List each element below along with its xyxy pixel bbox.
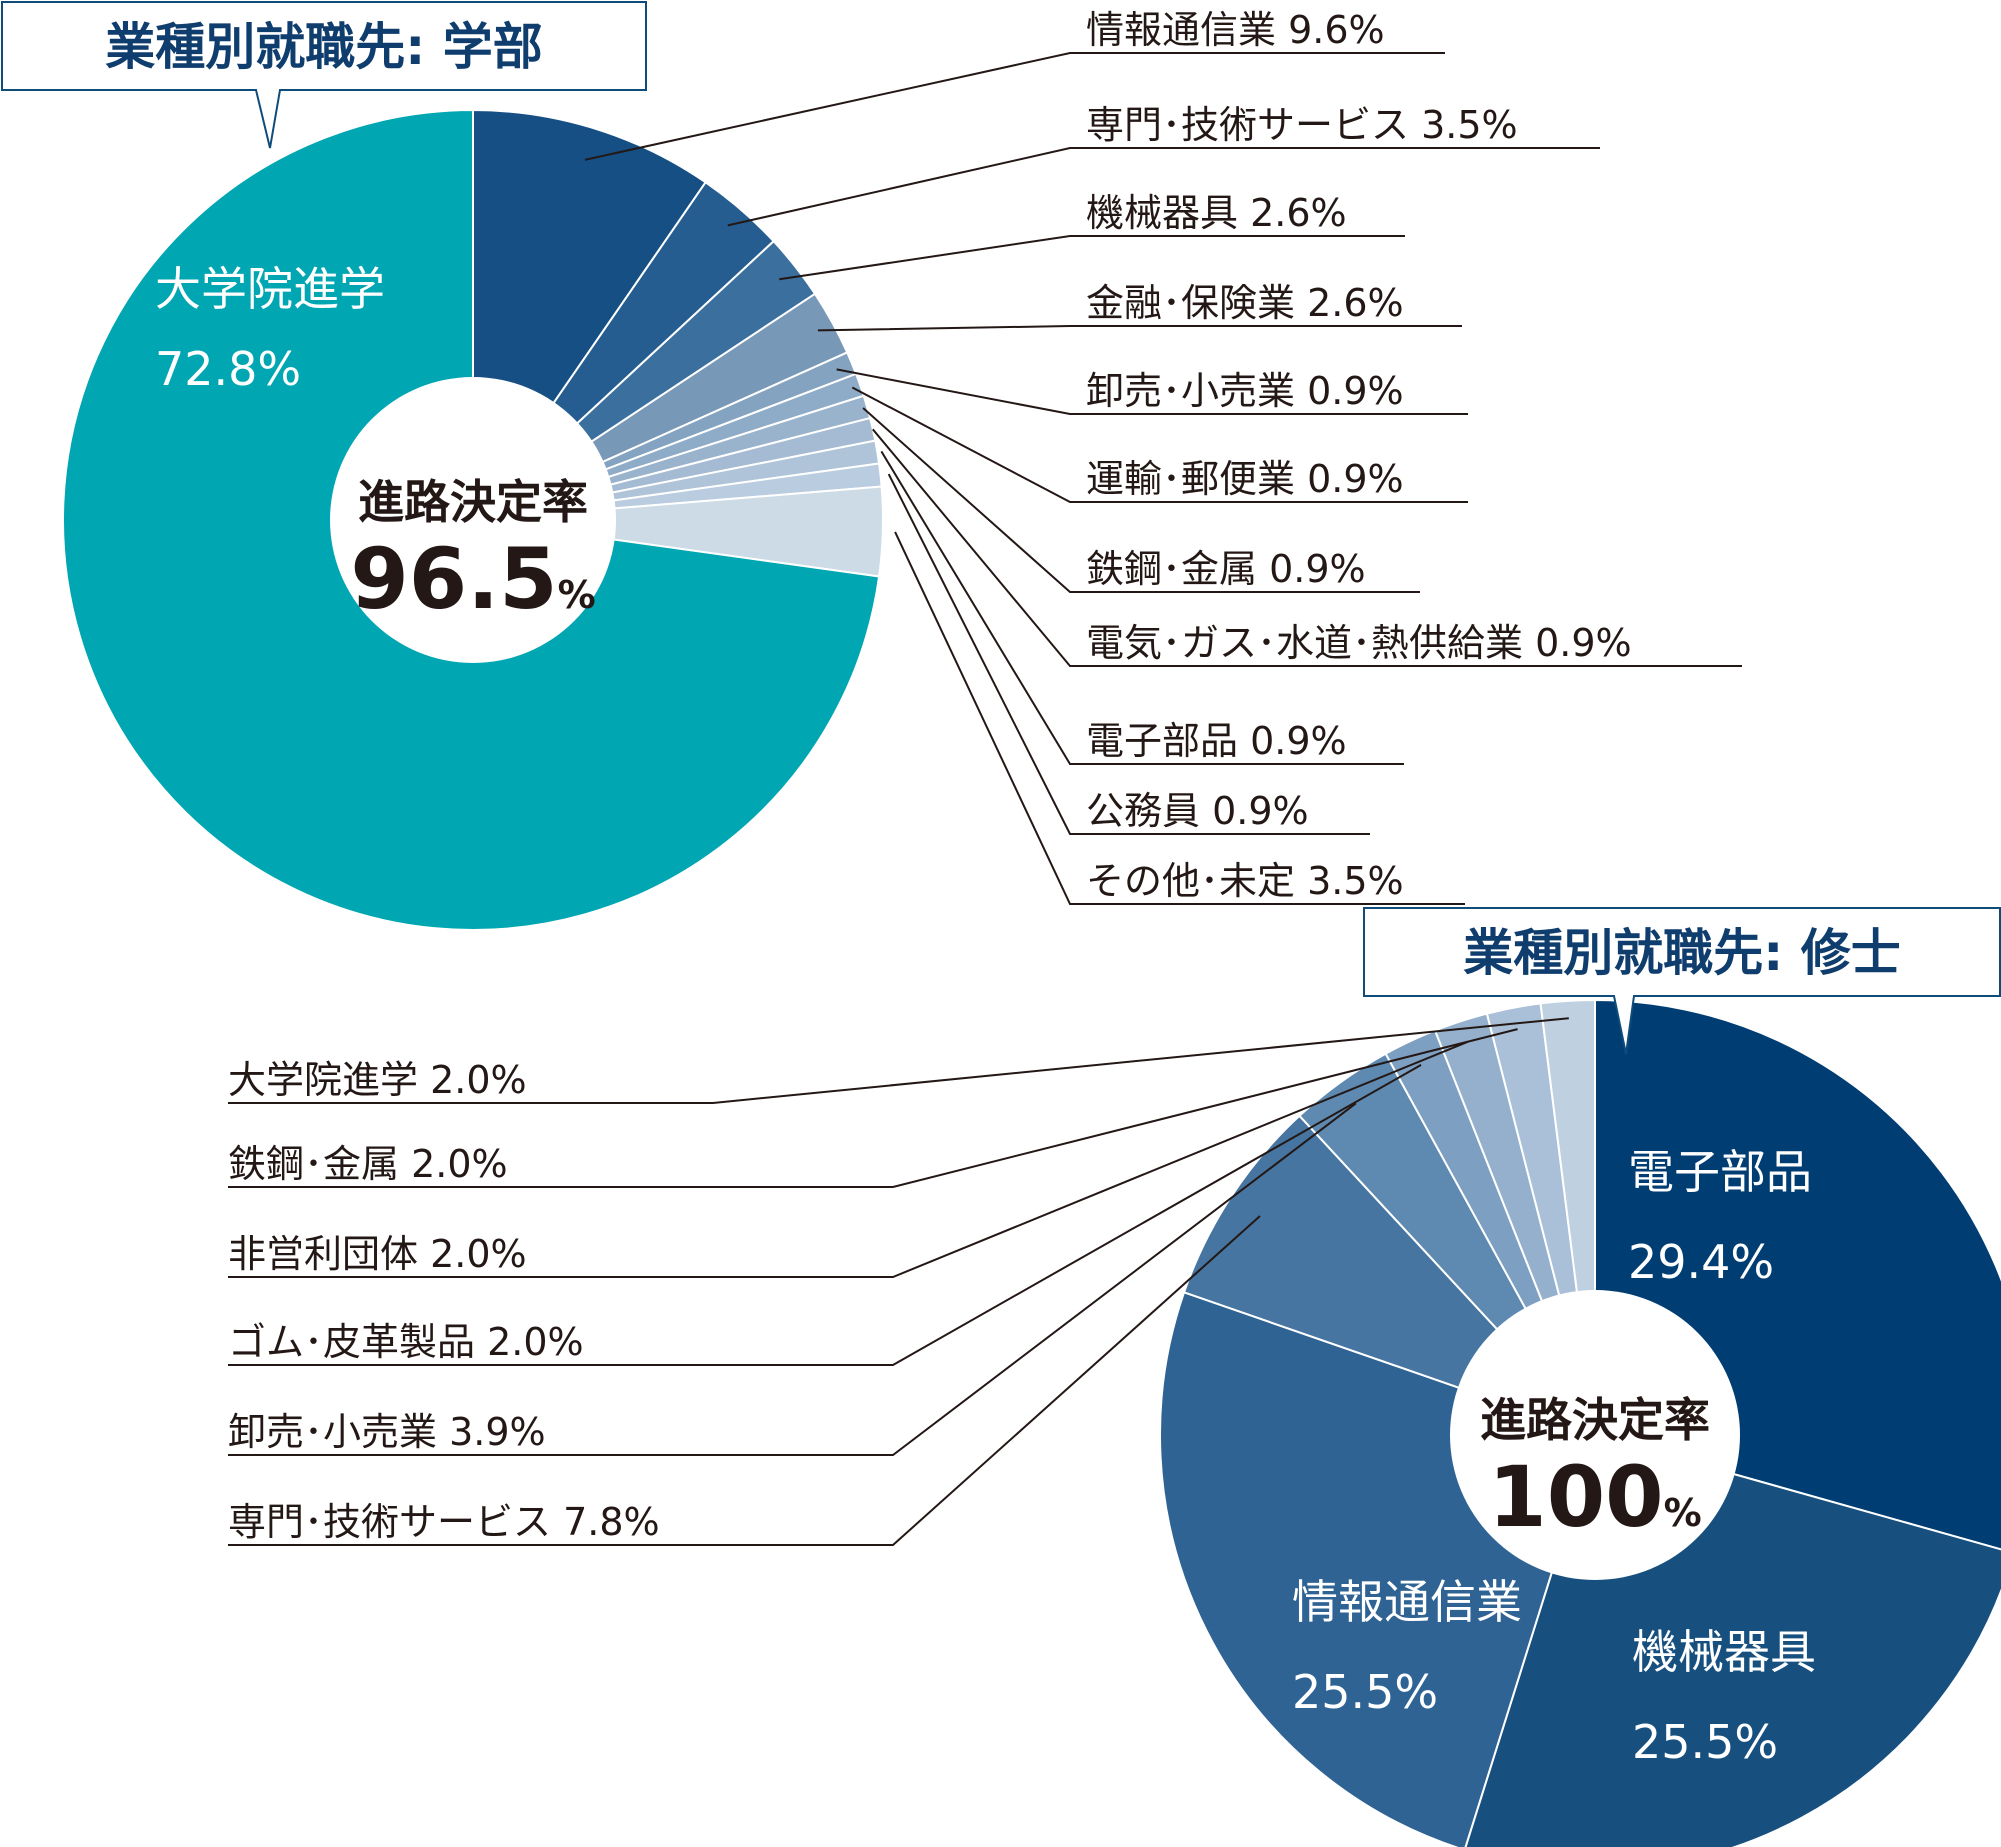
c2-label-6: 非営利団体 2.0% [228, 1232, 527, 1276]
c1-leader-7 [872, 428, 1742, 667]
undergrad-center-value: 96.5 [350, 530, 557, 628]
master-title-box [1363, 907, 2001, 1055]
undergrad-center-value-line: 96.5% [350, 530, 595, 628]
c2-label-8: 大学院進学 2.0% [228, 1058, 527, 1102]
c2-leader-4 [228, 1102, 1357, 1456]
undergrad-center-hole [330, 377, 616, 663]
c2-leader-5 [228, 1064, 1422, 1366]
c1-label-5: 運輸･郵便業 0.9% [1086, 457, 1404, 501]
undergrad-labels: 情報通信業 9.6% 専門･技術サービス 3.5% 機械器具 2.6% 金融･保険業 … [1086, 8, 1632, 903]
master-inner-labels: 電子部品 29.4% 機械器具 25.5% 情報通信業 25.5% [1292, 1145, 1816, 1769]
c2-inner-label-1-0: 機械器具 [1632, 1625, 1816, 1679]
c1-leader-5 [851, 386, 1468, 503]
master-center-hole [1450, 1290, 1740, 1580]
undergrad-title-box [1, 1, 647, 149]
c1-label-4: 卸売･小売業 0.9% [1086, 369, 1404, 413]
c1-leader-2 [779, 235, 1405, 281]
c2-label-4: 卸売･小売業 3.9% [228, 1410, 546, 1454]
c1-label-3: 金融･保険業 2.6% [1086, 281, 1404, 325]
c2-leader-7 [228, 1028, 1518, 1188]
master-center-value: 100 [1488, 1448, 1663, 1546]
c1-label-1: 専門･技術サービス 3.5% [1086, 103, 1518, 147]
c1-leader-4 [836, 368, 1468, 415]
c1-leader-3 [817, 325, 1462, 332]
undergrad-center: 進路決定率 96.5% [330, 377, 616, 663]
c2-label-7: 鉄鋼･金属 2.0% [228, 1142, 508, 1186]
undergrad-inner-labels: 大学院進学 72.8% [155, 262, 385, 396]
c1-inner-label-11-0: 大学院進学 [155, 262, 385, 316]
c1-leader-1 [727, 147, 1600, 227]
c2-inner-label-0-0: 電子部品 [1628, 1145, 1812, 1199]
master-leaders [228, 1017, 1569, 1546]
c2-label-5: ゴム･皮革製品 2.0% [228, 1320, 584, 1364]
undergrad-title: 業種別就職先: 学部 [1, 1, 647, 149]
undergrad-center-unit: % [558, 573, 596, 617]
undergrad-leaders [584, 52, 1742, 905]
master-center-unit: % [1664, 1491, 1702, 1535]
c1-leader-0 [584, 52, 1445, 161]
chart-master: 専門･技術サービス 7.8% 卸売･小売業 3.9% ゴム･皮革製品 2.0% 非営利… [228, 907, 2001, 1847]
c1-label-6: 鉄鋼･金属 0.9% [1086, 547, 1366, 591]
c2-inner-label-0-1: 29.4% [1628, 1235, 1774, 1289]
master-center: 進路決定率 100% [1450, 1290, 1740, 1580]
c1-label-0: 情報通信業 9.6% [1086, 8, 1385, 52]
master-center-label: 進路決定率 [1480, 1393, 1710, 1447]
c2-leader-3 [228, 1215, 1261, 1546]
chart-undergrad: 情報通信業 9.6% 専門･技術サービス 3.5% 機械器具 2.6% 金融･保険業 … [1, 1, 1742, 931]
c2-inner-label-2-0: 情報通信業 [1292, 1575, 1522, 1629]
c1-label-10: その他･未定 3.5% [1086, 859, 1404, 903]
c2-leader-6 [228, 1040, 1468, 1278]
c2-label-3: 専門･技術サービス 7.8% [228, 1500, 660, 1544]
c1-leader-10 [894, 531, 1465, 905]
c1-leader-8 [880, 450, 1404, 765]
master-title: 業種別就職先: 修士 [1363, 907, 2001, 1055]
master-center-value-line: 100% [1488, 1448, 1701, 1546]
undergrad-center-label: 進路決定率 [358, 475, 588, 529]
c2-leader-8 [228, 1017, 1569, 1104]
c1-label-2: 機械器具 2.6% [1086, 191, 1347, 235]
c1-label-8: 電子部品 0.9% [1086, 719, 1347, 763]
c1-label-7: 電気･ガス･水道･熱供給業 0.9% [1086, 621, 1632, 665]
c1-leader-9 [887, 473, 1370, 835]
c1-inner-label-11-1: 72.8% [155, 342, 301, 396]
c1-leader-6 [862, 407, 1420, 593]
master-labels: 専門･技術サービス 7.8% 卸売･小売業 3.9% ゴム･皮革製品 2.0% 非営利… [228, 1058, 660, 1544]
c2-inner-label-2-1: 25.5% [1292, 1665, 1438, 1719]
c2-inner-label-1-1: 25.5% [1632, 1715, 1778, 1769]
undergrad-title-text: 業種別就職先: 学部 [105, 18, 542, 76]
c1-label-9: 公務員 0.9% [1086, 789, 1309, 833]
master-title-text: 業種別就職先: 修士 [1463, 924, 1900, 982]
